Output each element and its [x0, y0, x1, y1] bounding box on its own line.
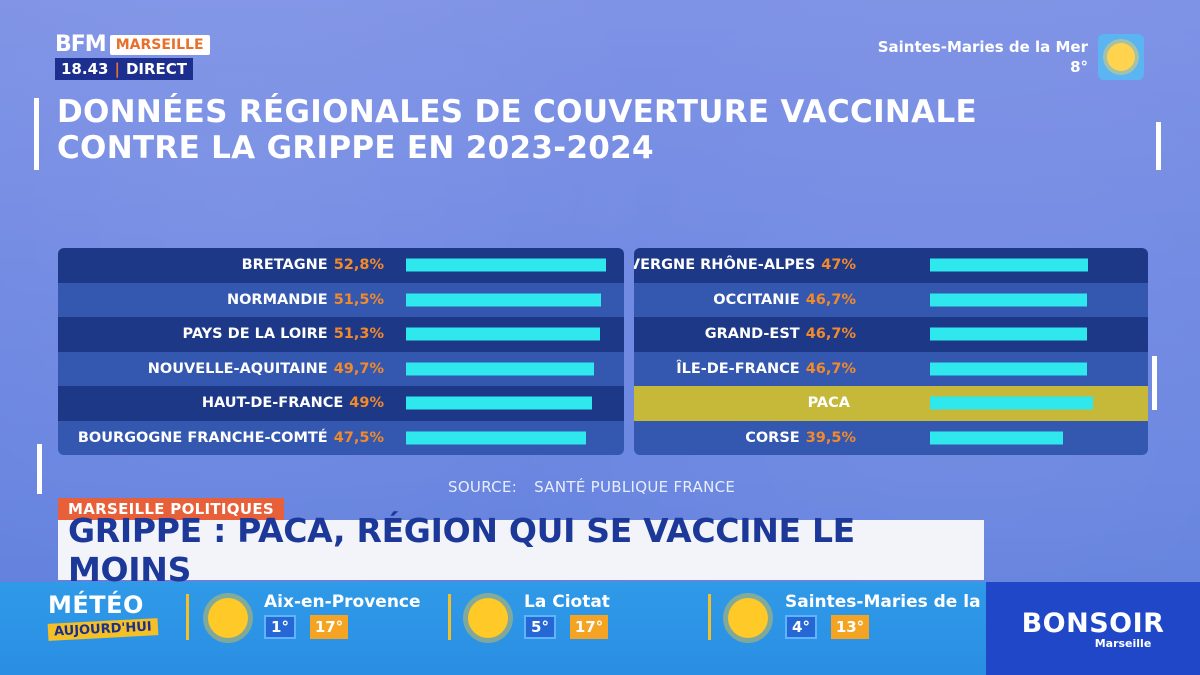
- divider: [448, 594, 451, 640]
- region-label: OCCITANIE: [713, 291, 800, 308]
- coverage-bar: [930, 327, 1087, 341]
- coverage-bar: [406, 293, 601, 307]
- decor-bar: [1152, 356, 1157, 410]
- live-label: DIRECT: [125, 60, 188, 78]
- source-label: SOURCE:: [448, 478, 518, 496]
- coverage-value: 46,7%: [805, 326, 856, 343]
- top-weather: Saintes-Maries de la Mer 8°: [878, 34, 1144, 80]
- clock-time: 18.43: [61, 60, 109, 78]
- sun-icon: [468, 598, 508, 638]
- temp-max: 17°: [310, 615, 348, 639]
- source-text: SANTÉ PUBLIQUE FRANCE: [534, 478, 736, 496]
- show-name: BONSOIR: [1021, 607, 1165, 639]
- region-label: GRAND-EST: [704, 326, 800, 343]
- decor-bar: [1156, 122, 1161, 170]
- region-label: NOUVELLE-AQUITAINE: [147, 360, 328, 377]
- coverage-bar: [930, 431, 1063, 445]
- region-label: BRETAGNE: [241, 257, 328, 274]
- coverage-bar: [930, 396, 1093, 410]
- temp-min: 4°: [785, 615, 817, 639]
- coverage-bar: [406, 327, 600, 341]
- table-row: HAUT-DE-FRANCE 49%: [58, 386, 624, 421]
- region-label: ÎLE-DE-FRANCE: [676, 360, 800, 377]
- sun-icon: [208, 598, 248, 638]
- table-row: BOURGOGNE FRANCHE-COMTÉ 47,5%: [58, 420, 624, 455]
- program-tag: MARSEILLE POLITIQUES: [58, 498, 284, 520]
- region-label: NORMANDIE: [226, 291, 328, 308]
- top-weather-location: Saintes-Maries de la Mer: [877, 38, 1088, 56]
- coverage-value: 51,3%: [333, 326, 384, 343]
- table-row: ÎLE-DE-FRANCE 46,7%: [634, 351, 1148, 386]
- title-accent-bar: [34, 98, 39, 170]
- region-label: CORSE: [745, 429, 800, 446]
- coverage-bar: [406, 431, 586, 445]
- region-label: AUVERGNE RHÔNE-ALPES: [634, 257, 816, 274]
- separator: |: [114, 60, 120, 78]
- title-line-1: DONNÉES RÉGIONALES DE COUVERTURE VACCINA…: [57, 94, 977, 130]
- divider: [186, 594, 189, 640]
- coverage-bar: [930, 293, 1087, 307]
- table-row: PAYS DE LA LOIRE 51,3%: [58, 317, 624, 352]
- table-row: OCCITANIE 46,7%: [634, 282, 1148, 317]
- page-title: DONNÉES RÉGIONALES DE COUVERTURE VACCINA…: [34, 94, 977, 170]
- coverage-value: 46,7%: [805, 291, 856, 308]
- brand-name: BFM: [55, 32, 107, 57]
- table-row: BRETAGNE 52,8%: [58, 248, 624, 283]
- coverage-value: 49%: [349, 395, 384, 412]
- temp-max: 17°: [570, 615, 608, 639]
- coverage-value: 47%: [821, 257, 856, 274]
- city-name: Aix-en-Provence: [264, 592, 421, 612]
- top-weather-temp: 8°: [1070, 58, 1088, 76]
- coverage-value: 47,5%: [333, 429, 384, 446]
- coverage-bar: [930, 362, 1087, 376]
- show-subtitle: Marseille: [1094, 636, 1152, 650]
- table-row: GRAND-EST 46,7%: [634, 317, 1148, 352]
- coverage-bar: [930, 258, 1088, 272]
- decor-bar: [37, 444, 42, 494]
- table-row: PACA: [634, 386, 1148, 421]
- live-indicator: 18.43 | DIRECT: [55, 58, 194, 80]
- channel-city: MARSEILLE: [109, 35, 210, 55]
- meteo-title: MÉTÉO: [48, 591, 144, 619]
- divider: [708, 594, 711, 640]
- temp-min: 5°: [524, 615, 556, 639]
- coverage-bar: [406, 362, 594, 376]
- region-label: PACA: [807, 395, 850, 412]
- city-name: Saintes-Maries de la Mer: [785, 592, 1024, 612]
- coverage-value: 51,5%: [333, 291, 384, 308]
- title-line-2: CONTRE LA GRIPPE EN 2023-2024: [57, 130, 654, 166]
- coverage-value: 39,5%: [805, 429, 856, 446]
- coverage-value: 46,7%: [805, 360, 856, 377]
- region-label: PAYS DE LA LOIRE: [182, 326, 328, 343]
- show-logo: BONSOIR Marseille: [986, 582, 1200, 675]
- temp-max: 13°: [831, 615, 869, 639]
- headline-banner: GRIPPE : PACA, RÉGION QUI SE VACCINE LE …: [58, 511, 984, 589]
- coverage-table-left: BRETAGNE 52,8% NORMANDIE 51,5% PAYS DE LA LO…: [58, 248, 624, 455]
- region-label: HAUT-DE-FRANCE: [201, 395, 344, 412]
- sun-icon: [1098, 34, 1144, 80]
- channel-logo: BFM MARSEILLE 18.43 | DIRECT: [55, 34, 210, 80]
- temp-min: 1°: [264, 615, 296, 639]
- coverage-value: 52,8%: [333, 257, 384, 274]
- source-credit: SOURCE: SANTÉ PUBLIQUE FRANCE: [448, 478, 747, 496]
- sun-icon: [728, 598, 768, 638]
- city-name: La Ciotat: [524, 592, 610, 612]
- coverage-value: 49,7%: [333, 360, 384, 377]
- table-row: CORSE 39,5%: [634, 420, 1148, 455]
- meteo-subtitle: AUJOURD'HUI: [47, 618, 159, 641]
- table-row: NORMANDIE 51,5%: [58, 282, 624, 317]
- coverage-bar: [406, 258, 606, 272]
- table-row: AUVERGNE RHÔNE-ALPES 47%: [634, 248, 1148, 283]
- coverage-table-right: AUVERGNE RHÔNE-ALPES47%OCCITANIE46,7%GRA…: [634, 248, 1148, 455]
- region-label: BOURGOGNE FRANCHE-COMTÉ: [77, 429, 328, 446]
- coverage-bar: [406, 396, 592, 410]
- meteo-label: MÉTÉO AUJOURD'HUI: [47, 591, 159, 641]
- headline-text: GRIPPE : PACA, RÉGION QUI SE VACCINE LE …: [68, 511, 855, 589]
- table-row: NOUVELLE-AQUITAINE 49,7%: [58, 351, 624, 386]
